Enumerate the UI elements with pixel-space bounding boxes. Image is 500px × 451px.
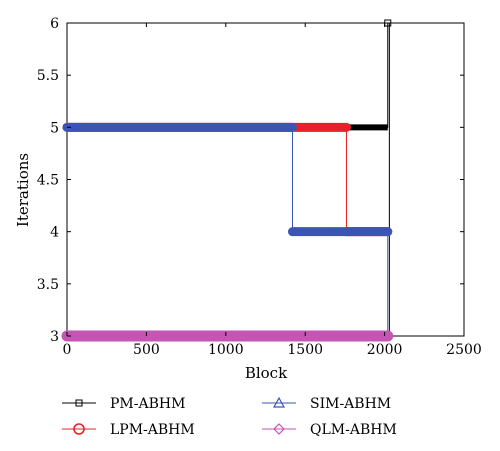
series-line-0 [67, 22, 464, 337]
series-line-1 [67, 126, 388, 233]
x-tick-label-2: 1000 [208, 342, 244, 358]
series-pm-abhm [67, 19, 464, 337]
y-tick-label-1: 3.5 [37, 277, 59, 293]
legend-label-0: PM-ABHM [110, 396, 185, 412]
x-tick-label-5: 2500 [446, 342, 482, 358]
series-lpm-abhm [62, 122, 393, 237]
series-layer [61, 19, 464, 342]
y-tick-label-3: 4.5 [37, 173, 59, 189]
legend-marker-2 [272, 396, 286, 408]
x-tick-label-0: 0 [63, 342, 72, 358]
legend-item-qlm-abhm: QLM-ABHM [262, 422, 397, 438]
y-tick-label-5: 5.5 [37, 68, 59, 84]
series-sim-abhm [62, 122, 393, 337]
y-tick-label-6: 6 [50, 16, 59, 32]
x-tick-label-1: 500 [133, 342, 160, 358]
y-axis-label: Iterations [14, 153, 32, 227]
legend-marker-1 [73, 423, 85, 435]
legend-marker-0 [75, 399, 83, 407]
legend-marker-3 [273, 423, 285, 435]
axes-layer: 0 500 1000 1500 2000 2500 3 3.5 4 4.5 5 5.5 6 [37, 16, 482, 358]
x-axis-label: Block [245, 364, 288, 382]
y-tick-label-4: 5 [50, 120, 59, 136]
plot-frame [66, 22, 465, 337]
x-tick-label-3: 1500 [287, 342, 323, 358]
legend: PM-ABHM LPM-ABHM SIM-ABHM QLM-ABHM [62, 396, 397, 438]
legend-item-sim-abhm: SIM-ABHM [262, 396, 391, 412]
plot-area [66, 22, 465, 337]
y-tick-label-2: 4 [50, 225, 59, 241]
legend-label-3: QLM-ABHM [310, 422, 397, 438]
legend-label-1: LPM-ABHM [110, 422, 195, 438]
legend-item-pm-abhm: PM-ABHM [62, 396, 185, 412]
legend-item-lpm-abhm: LPM-ABHM [62, 422, 195, 438]
x-tick-label-4: 2000 [367, 342, 403, 358]
legend-label-2: SIM-ABHM [310, 396, 391, 412]
y-tick-label-0: 3 [50, 329, 59, 345]
